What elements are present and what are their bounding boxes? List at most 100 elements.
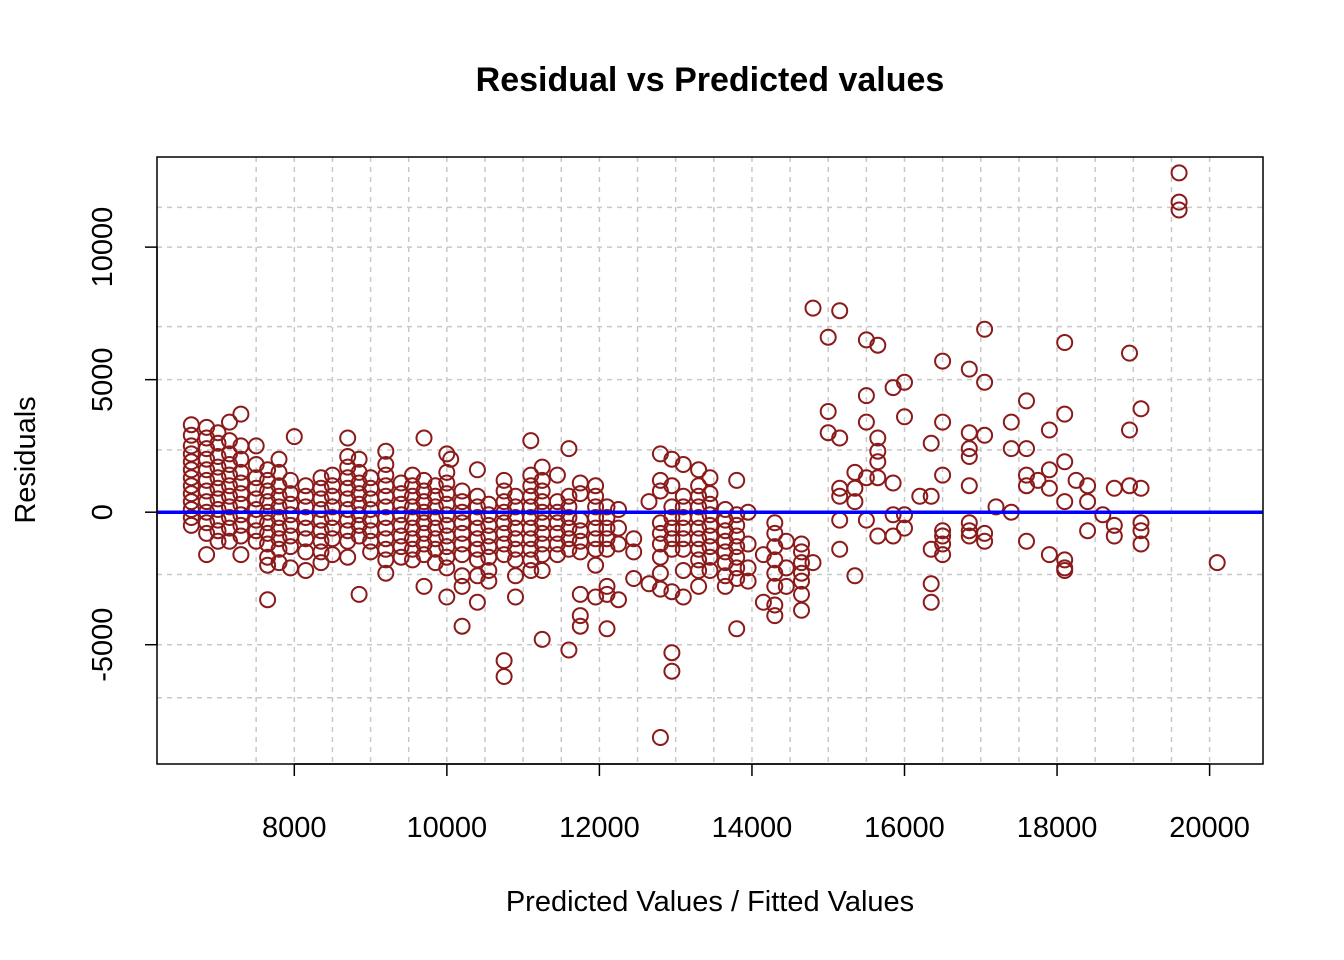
data-point <box>232 527 250 545</box>
x-axis: 8000 10000 12000 14000 16000 18000 20000 <box>262 763 1250 844</box>
y-tick-label: 10000 <box>87 207 119 288</box>
x-tick-label: 18000 <box>1017 812 1098 844</box>
data-point <box>1040 461 1058 479</box>
data-point <box>716 567 734 585</box>
data-point <box>339 548 357 566</box>
data-point <box>533 471 551 489</box>
data-point <box>495 668 513 685</box>
data-point <box>934 546 952 564</box>
y-axis-label: Residuals <box>10 396 42 523</box>
data-point <box>1132 522 1150 540</box>
data-point <box>548 466 566 484</box>
data-point <box>1170 164 1188 182</box>
data-point <box>960 448 978 465</box>
data-point <box>934 352 952 370</box>
data-point <box>777 559 795 577</box>
data-point <box>377 466 395 484</box>
data-point <box>819 403 837 420</box>
data-point <box>1208 554 1226 572</box>
data-point <box>987 498 1005 516</box>
data-point <box>701 506 719 524</box>
data-point <box>934 527 952 545</box>
x-axis-label: Predicted Values / Fitted Values <box>506 886 914 918</box>
data-point <box>209 532 227 550</box>
data-point <box>831 302 849 320</box>
data-point <box>766 524 784 542</box>
data-point <box>960 440 978 458</box>
data-point <box>922 575 940 593</box>
data-point <box>247 532 265 550</box>
data-point <box>560 530 578 548</box>
data-point <box>522 562 540 579</box>
data-point <box>831 511 849 529</box>
data-point <box>690 530 708 548</box>
data-point <box>846 479 864 497</box>
data-point <box>209 469 227 487</box>
points-layer <box>182 164 1226 746</box>
data-point <box>896 506 913 524</box>
data-point <box>453 482 471 500</box>
data-point <box>777 577 795 595</box>
data-point <box>1105 516 1123 534</box>
data-point <box>198 546 216 564</box>
data-point <box>209 490 227 508</box>
data-point <box>598 577 616 595</box>
data-point <box>377 564 395 582</box>
data-point <box>209 434 227 452</box>
data-point <box>766 596 784 614</box>
data-point <box>232 516 250 534</box>
data-point <box>453 524 471 542</box>
data-point <box>976 320 994 338</box>
data-point <box>415 577 433 595</box>
data-point <box>312 479 330 497</box>
data-point <box>209 479 227 497</box>
data-point <box>1040 546 1058 564</box>
data-point <box>690 498 708 516</box>
data-point <box>728 516 746 534</box>
data-point <box>350 585 368 603</box>
data-point <box>976 524 994 542</box>
y-tick-label: 5000 <box>87 347 119 412</box>
data-point <box>728 570 746 587</box>
data-point <box>198 471 216 489</box>
data-point <box>312 469 330 487</box>
data-point <box>766 551 784 569</box>
data-point <box>522 432 540 450</box>
data-point <box>976 373 994 391</box>
data-point <box>468 498 486 516</box>
data-point <box>739 535 757 553</box>
data-point <box>247 522 265 540</box>
data-point <box>598 620 616 638</box>
data-point <box>674 456 692 473</box>
data-point <box>690 477 708 495</box>
data-point <box>869 336 887 354</box>
data-point <box>392 548 410 566</box>
data-point <box>198 461 216 479</box>
x-tick-label: 16000 <box>864 812 945 844</box>
data-point <box>426 498 444 516</box>
data-point <box>651 580 669 598</box>
data-point <box>259 461 277 479</box>
data-point <box>587 556 605 574</box>
data-point <box>587 477 605 495</box>
data-point <box>869 527 887 545</box>
data-point <box>182 509 200 526</box>
chart-title: Residual vs Predicted values <box>476 61 945 99</box>
data-point <box>495 652 513 670</box>
data-point <box>468 530 486 548</box>
data-point <box>571 585 589 603</box>
data-point <box>339 429 357 447</box>
data-point <box>270 450 288 468</box>
data-point <box>663 509 681 526</box>
data-point <box>468 509 486 526</box>
data-point <box>610 519 627 537</box>
data-point <box>1105 479 1123 497</box>
data-point <box>468 593 486 611</box>
data-point <box>663 477 681 495</box>
data-point <box>663 644 681 662</box>
data-point <box>1132 400 1150 418</box>
data-point <box>426 477 444 495</box>
data-point <box>690 509 708 526</box>
data-point <box>426 487 444 505</box>
data-point <box>728 620 746 638</box>
